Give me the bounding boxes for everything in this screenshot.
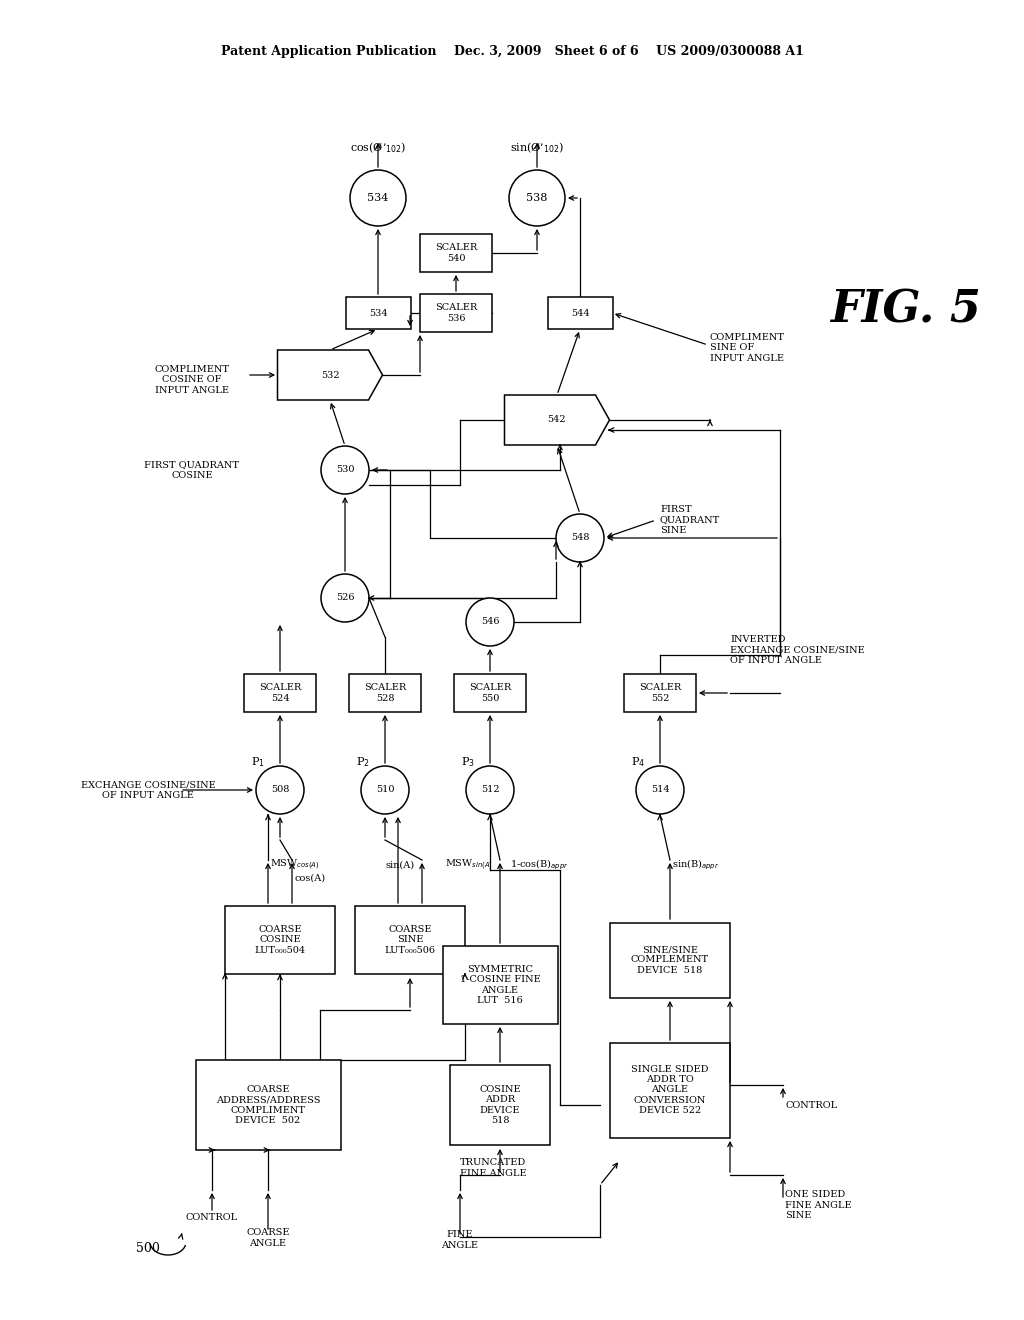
Text: 514: 514 <box>650 785 670 795</box>
Polygon shape <box>278 350 383 400</box>
Text: 534: 534 <box>369 309 387 318</box>
Text: SCALER
552: SCALER 552 <box>639 684 681 702</box>
Text: 538: 538 <box>526 193 548 203</box>
Circle shape <box>509 170 565 226</box>
Text: SCALER
528: SCALER 528 <box>364 684 407 702</box>
Text: 544: 544 <box>570 309 590 318</box>
FancyBboxPatch shape <box>225 906 335 974</box>
Text: P$_1$: P$_1$ <box>251 755 265 768</box>
Text: COARSE
COSINE
LUT₀₀₀504: COARSE COSINE LUT₀₀₀504 <box>254 925 305 954</box>
Text: 500: 500 <box>136 1242 160 1254</box>
Text: ONE SIDED
FINE ANGLE
SINE: ONE SIDED FINE ANGLE SINE <box>785 1191 852 1220</box>
Text: 512: 512 <box>480 785 500 795</box>
FancyBboxPatch shape <box>420 294 492 333</box>
Text: P$_3$: P$_3$ <box>461 755 475 768</box>
Text: MSW$_{cos(A)}$: MSW$_{cos(A)}$ <box>270 858 319 873</box>
Text: Patent Application Publication    Dec. 3, 2009   Sheet 6 of 6    US 2009/0300088: Patent Application Publication Dec. 3, 2… <box>220 45 804 58</box>
Circle shape <box>321 446 369 494</box>
Circle shape <box>321 574 369 622</box>
Text: FIRST
QUADRANT
SINE: FIRST QUADRANT SINE <box>660 506 720 535</box>
Circle shape <box>361 766 409 814</box>
Text: P$_2$: P$_2$ <box>356 755 370 768</box>
Text: sin(Ø’$_{102}$): sin(Ø’$_{102}$) <box>510 141 564 156</box>
FancyBboxPatch shape <box>349 675 421 711</box>
Text: COARSE
ANGLE: COARSE ANGLE <box>246 1229 290 1247</box>
FancyBboxPatch shape <box>610 1043 730 1138</box>
Text: 546: 546 <box>480 618 500 627</box>
Text: SINGLE SIDED
ADDR TO
ANGLE
CONVERSION
DEVICE 522: SINGLE SIDED ADDR TO ANGLE CONVERSION DE… <box>631 1065 709 1115</box>
Circle shape <box>556 513 604 562</box>
Text: 542: 542 <box>548 416 566 425</box>
FancyBboxPatch shape <box>442 946 557 1024</box>
FancyBboxPatch shape <box>548 297 612 329</box>
Text: SYMMETRIC
1-COSINE FINE
ANGLE
LUT  516: SYMMETRIC 1-COSINE FINE ANGLE LUT 516 <box>460 965 541 1005</box>
Text: SCALER
550: SCALER 550 <box>469 684 511 702</box>
Text: 526: 526 <box>336 594 354 602</box>
Text: FIG. 5: FIG. 5 <box>829 289 980 331</box>
Text: CONTROL: CONTROL <box>186 1213 239 1222</box>
Text: cos(Ø’$_{102}$): cos(Ø’$_{102}$) <box>350 141 407 156</box>
FancyBboxPatch shape <box>355 906 465 974</box>
Text: 510: 510 <box>376 785 394 795</box>
Text: INVERTED
EXCHANGE COSINE/SINE
OF INPUT ANGLE: INVERTED EXCHANGE COSINE/SINE OF INPUT A… <box>730 635 864 665</box>
Text: cos(A): cos(A) <box>295 874 326 883</box>
FancyBboxPatch shape <box>610 923 730 998</box>
FancyBboxPatch shape <box>450 1065 550 1144</box>
Text: COARSE
SINE
LUT₀₀₀506: COARSE SINE LUT₀₀₀506 <box>384 925 435 954</box>
Circle shape <box>350 170 406 226</box>
Text: FINE
ANGLE: FINE ANGLE <box>441 1230 478 1250</box>
Text: SINE/SINE
COMPLEMENT
DEVICE  518: SINE/SINE COMPLEMENT DEVICE 518 <box>631 945 709 975</box>
Polygon shape <box>505 395 609 445</box>
Circle shape <box>636 766 684 814</box>
Text: SCALER
524: SCALER 524 <box>259 684 301 702</box>
Circle shape <box>466 766 514 814</box>
Circle shape <box>256 766 304 814</box>
Text: COSINE
ADDR
DEVICE
518: COSINE ADDR DEVICE 518 <box>479 1085 521 1125</box>
Text: SCALER
540: SCALER 540 <box>435 243 477 263</box>
Text: EXCHANGE COSINE/SINE
OF INPUT ANGLE: EXCHANGE COSINE/SINE OF INPUT ANGLE <box>81 780 215 800</box>
FancyBboxPatch shape <box>196 1060 341 1150</box>
Text: MSW$_{sin(A)}$: MSW$_{sin(A)}$ <box>445 858 493 873</box>
FancyBboxPatch shape <box>345 297 411 329</box>
Text: 508: 508 <box>270 785 289 795</box>
FancyBboxPatch shape <box>420 234 492 272</box>
FancyBboxPatch shape <box>454 675 526 711</box>
Text: SCALER
536: SCALER 536 <box>435 304 477 322</box>
Text: P$_4$: P$_4$ <box>631 755 645 768</box>
Text: 530: 530 <box>336 466 354 474</box>
Text: sin(B)$_{appr}$: sin(B)$_{appr}$ <box>672 858 719 873</box>
FancyBboxPatch shape <box>244 675 316 711</box>
Text: 532: 532 <box>321 371 339 380</box>
Text: 534: 534 <box>368 193 389 203</box>
FancyBboxPatch shape <box>624 675 696 711</box>
Text: COMPLIMENT
SINE OF
INPUT ANGLE: COMPLIMENT SINE OF INPUT ANGLE <box>710 333 785 363</box>
Text: CONTROL: CONTROL <box>785 1101 838 1110</box>
Text: sin(A): sin(A) <box>385 861 415 870</box>
Text: COARSE
ADDRESS/ADDRESS
COMPLIMENT
DEVICE  502: COARSE ADDRESS/ADDRESS COMPLIMENT DEVICE… <box>216 1085 321 1125</box>
Text: 548: 548 <box>570 533 589 543</box>
Text: FIRST QUADRANT
COSINE: FIRST QUADRANT COSINE <box>144 461 240 479</box>
Text: COMPLIMENT
COSINE OF
INPUT ANGLE: COMPLIMENT COSINE OF INPUT ANGLE <box>155 366 229 395</box>
Circle shape <box>466 598 514 645</box>
Text: 1-cos(B)$_{appr}$: 1-cos(B)$_{appr}$ <box>510 858 568 873</box>
Text: TRUNCATED
FINE ANGLE: TRUNCATED FINE ANGLE <box>460 1159 526 1177</box>
